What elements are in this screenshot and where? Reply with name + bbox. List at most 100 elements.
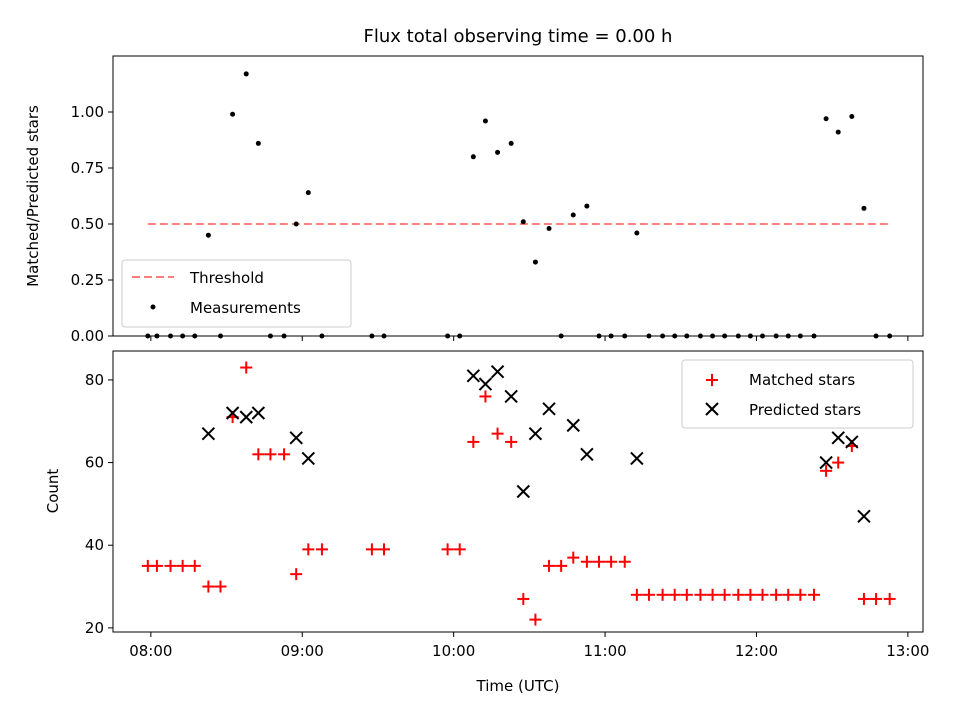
bottom-panel-y-label: Count [44, 469, 62, 514]
measurement-point [230, 111, 236, 117]
measurement-point [205, 232, 211, 238]
measurement-point [293, 221, 299, 227]
matched-stars-point [694, 588, 707, 601]
matched-stars-point [782, 588, 795, 601]
matched-stars-point [744, 588, 757, 601]
matched-stars-point [365, 543, 378, 556]
matched-stars-point [479, 390, 492, 403]
matched-stars-point [517, 592, 530, 605]
matched-stars-point [567, 551, 580, 564]
legend-predicted-label: Predicted stars [749, 401, 861, 419]
top-panel-x-ticks [150, 336, 909, 341]
bottom-panel-marks [141, 361, 896, 626]
predicted-stars-point [845, 435, 859, 449]
x-tick-label: 10:00 [432, 642, 475, 660]
measurement-point [861, 205, 867, 211]
predicted-stars-point [466, 369, 481, 383]
bottom-panel-y-ticks: 20 40 60 80 [85, 371, 113, 637]
p0-y-tick-label: 0.50 [71, 215, 104, 233]
legend-threshold-label: Threshold [189, 269, 264, 287]
top-panel-legend: Threshold Measurements [121, 259, 352, 328]
matched-stars-point [870, 592, 883, 605]
measurement-point [243, 71, 249, 77]
predicted-stars-point [580, 447, 594, 462]
p1-y-tick-label: 60 [85, 454, 104, 472]
matched-stars-point [252, 448, 265, 461]
x-tick-label: 12:00 [735, 642, 778, 660]
legend-matched-swatch [706, 374, 718, 386]
matched-stars-point [618, 555, 631, 568]
matched-stars-point [441, 543, 454, 556]
matched-stars-point [505, 435, 518, 448]
matched-stars-point [820, 464, 833, 477]
measurement-point [532, 259, 538, 265]
p0-y-tick-label: 1.00 [71, 103, 104, 121]
bottom-legend-box [681, 359, 914, 429]
matched-stars-point [543, 559, 556, 572]
x-tick-label: 09:00 [281, 642, 324, 660]
p0-y-tick-label: 0.00 [71, 327, 104, 345]
top-panel-marks [145, 71, 893, 339]
matched-stars-point [630, 588, 643, 601]
matched-stars-point [718, 588, 731, 601]
bottom-panel-x-ticks: 08:00 09:00 10:00 11:00 12:00 13:00 [129, 632, 929, 660]
matched-stars-point [668, 588, 681, 601]
x-axis-label: Time (UTC) [476, 677, 560, 695]
predicted-stars-point [566, 418, 580, 433]
x-tick-label: 13:00 [886, 642, 929, 660]
matched-stars-point [883, 592, 896, 605]
predicted-stars-point [478, 377, 493, 391]
matched-stars-point [264, 448, 277, 461]
matched-stars-point [214, 580, 227, 593]
top-panel-y-ticks: 0.00 0.25 0.50 0.75 1.00 [71, 103, 113, 345]
p0-y-tick-label: 0.75 [71, 159, 104, 177]
predicted-stars-point [831, 431, 845, 445]
matched-stars-point [164, 559, 177, 572]
bottom-panel-legend: Matched stars Predicted stars [681, 359, 914, 429]
predicted-stars-point [857, 509, 871, 524]
matched-stars-point [605, 555, 618, 568]
predicted-stars-point [504, 389, 518, 404]
p1-y-tick-label: 20 [85, 619, 104, 637]
matched-stars-point [680, 588, 693, 601]
legend-measurements-swatch [150, 304, 156, 310]
top-panel: 0.00 0.25 0.50 0.75 1.00 Matched/Predicted s… [24, 55, 924, 345]
matched-stars-point [807, 588, 820, 601]
matched-stars-point [529, 613, 542, 626]
matched-stars-point [467, 435, 480, 448]
top-panel-frame [112, 55, 924, 337]
matched-stars-point [656, 588, 669, 601]
predicted-stars-point [225, 406, 240, 420]
measurement-point [520, 219, 526, 225]
x-tick-label: 08:00 [129, 642, 172, 660]
matched-stars-point [832, 456, 845, 469]
matched-stars-point [593, 555, 605, 568]
x-tick-label: 11:00 [583, 642, 626, 660]
matched-stars-point [240, 361, 253, 374]
predicted-stars-point [542, 402, 556, 416]
legend-measurements-label: Measurements [190, 299, 301, 317]
matched-stars-point [491, 427, 504, 440]
predicted-stars-point [490, 364, 505, 379]
predicted-stars-point [630, 451, 644, 466]
measurement-point [849, 113, 855, 119]
matched-stars-point [315, 543, 328, 556]
matched-stars-point [176, 559, 189, 572]
measurement-point [495, 149, 501, 155]
predicted-stars-point [516, 484, 531, 499]
measurement-point [584, 203, 590, 209]
matched-stars-point [794, 588, 807, 601]
measurement-point [482, 118, 488, 124]
predicted-stars-point [251, 406, 266, 420]
bottom-panel-frame [112, 350, 924, 633]
measurement-point [305, 190, 311, 196]
measurement-point [835, 129, 841, 135]
measurement-point [634, 230, 640, 236]
measurement-point [508, 140, 514, 146]
matched-stars-point [453, 543, 466, 556]
p1-y-tick-label: 40 [85, 536, 104, 554]
predicted-stars-point [301, 451, 316, 466]
matched-stars-point [857, 592, 870, 605]
matched-stars-point [202, 580, 215, 593]
